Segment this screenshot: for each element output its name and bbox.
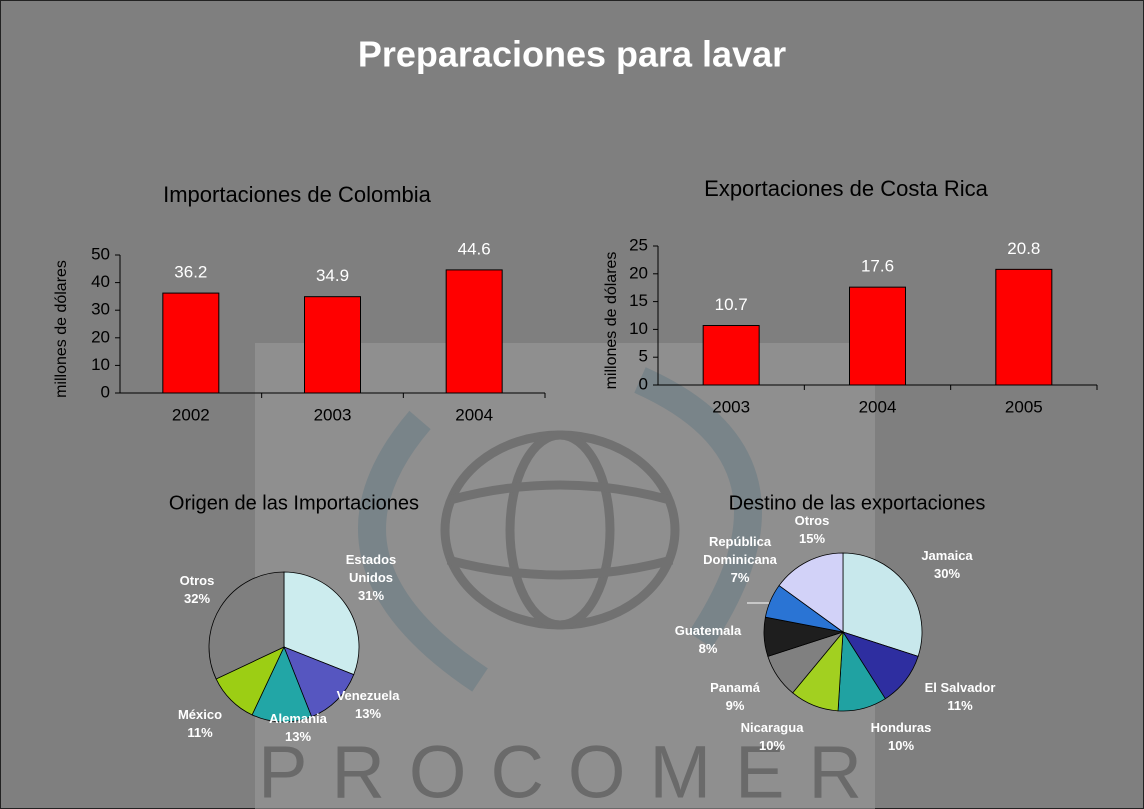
x-tick-label: 2002: [172, 405, 210, 424]
slice-name: Venezuela: [320, 687, 416, 705]
x-tick-label: 2004: [455, 405, 493, 424]
slice-name: Otros: [149, 572, 245, 590]
slice-percent: 7%: [692, 569, 788, 587]
data-label: 44.6: [458, 239, 491, 258]
slice-name: Estados Unidos: [323, 551, 419, 587]
slice-name: Jamaica: [899, 547, 995, 565]
slice-name: Honduras: [853, 719, 949, 737]
slice-name: México: [152, 706, 248, 724]
bar: [305, 297, 361, 393]
slice-name: Panamá: [687, 679, 783, 697]
y-tick-label: 20: [91, 327, 110, 346]
data-label: 10.7: [715, 295, 748, 314]
bar: [850, 287, 906, 385]
slice-percent: 30%: [899, 565, 995, 583]
y-tick-label: 5: [639, 347, 648, 366]
slice-name: Guatemala: [660, 622, 756, 640]
slice-name: Alemania: [250, 710, 346, 728]
y-tick-label: 15: [629, 291, 648, 310]
y-tick-label: 30: [91, 300, 110, 319]
y-tick-label: 25: [629, 235, 648, 254]
x-tick-label: 2003: [712, 397, 750, 416]
y-tick-label: 20: [629, 263, 648, 282]
data-label: 36.2: [174, 263, 207, 282]
y-tick-label: 50: [91, 244, 110, 263]
y-tick-label: 10: [629, 319, 648, 338]
data-label: 17.6: [861, 257, 894, 276]
slice-percent: 8%: [660, 640, 756, 658]
slice-percent: 10%: [853, 737, 949, 755]
slice-percent: 32%: [149, 590, 245, 608]
slice-percent: 11%: [912, 697, 1008, 715]
y-tick-label: 40: [91, 272, 110, 291]
slice-percent: 15%: [764, 530, 860, 548]
slice-percent: 9%: [687, 697, 783, 715]
data-label: 20.8: [1007, 239, 1040, 258]
bar: [996, 269, 1052, 385]
bar: [163, 293, 219, 393]
y-tick-label: 0: [101, 382, 110, 401]
slice-name: Otros: [764, 512, 860, 530]
x-tick-label: 2005: [1005, 397, 1043, 416]
slice-percent: 10%: [724, 737, 820, 755]
x-tick-label: 2003: [314, 405, 352, 424]
data-label: 34.9: [316, 266, 349, 285]
slide-title: Preparaciones para lavar: [358, 34, 786, 75]
chart-title: Exportaciones de Costa Rica: [704, 176, 988, 201]
x-tick-label: 2004: [859, 397, 897, 416]
chart-title: Importaciones de Colombia: [163, 182, 432, 207]
bar: [703, 326, 759, 385]
y-tick-label: 10: [91, 355, 110, 374]
slice-name: Nicaragua: [724, 719, 820, 737]
slide: PROCOMER Preparaciones para lavar Import…: [0, 0, 1144, 809]
chart-title: Origen de las Importaciones: [169, 492, 419, 514]
chart-title: Destino de las exportaciones: [729, 492, 986, 514]
slice-name: El Salvador: [912, 679, 1008, 697]
slice-percent: 31%: [323, 587, 419, 605]
y-axis-label: millones de dólares: [603, 252, 620, 390]
y-axis-label: millones de dólares: [53, 260, 70, 398]
slice-percent: 13%: [250, 728, 346, 746]
bar: [446, 270, 502, 393]
y-tick-label: 0: [639, 374, 648, 393]
slice-percent: 11%: [152, 724, 248, 742]
